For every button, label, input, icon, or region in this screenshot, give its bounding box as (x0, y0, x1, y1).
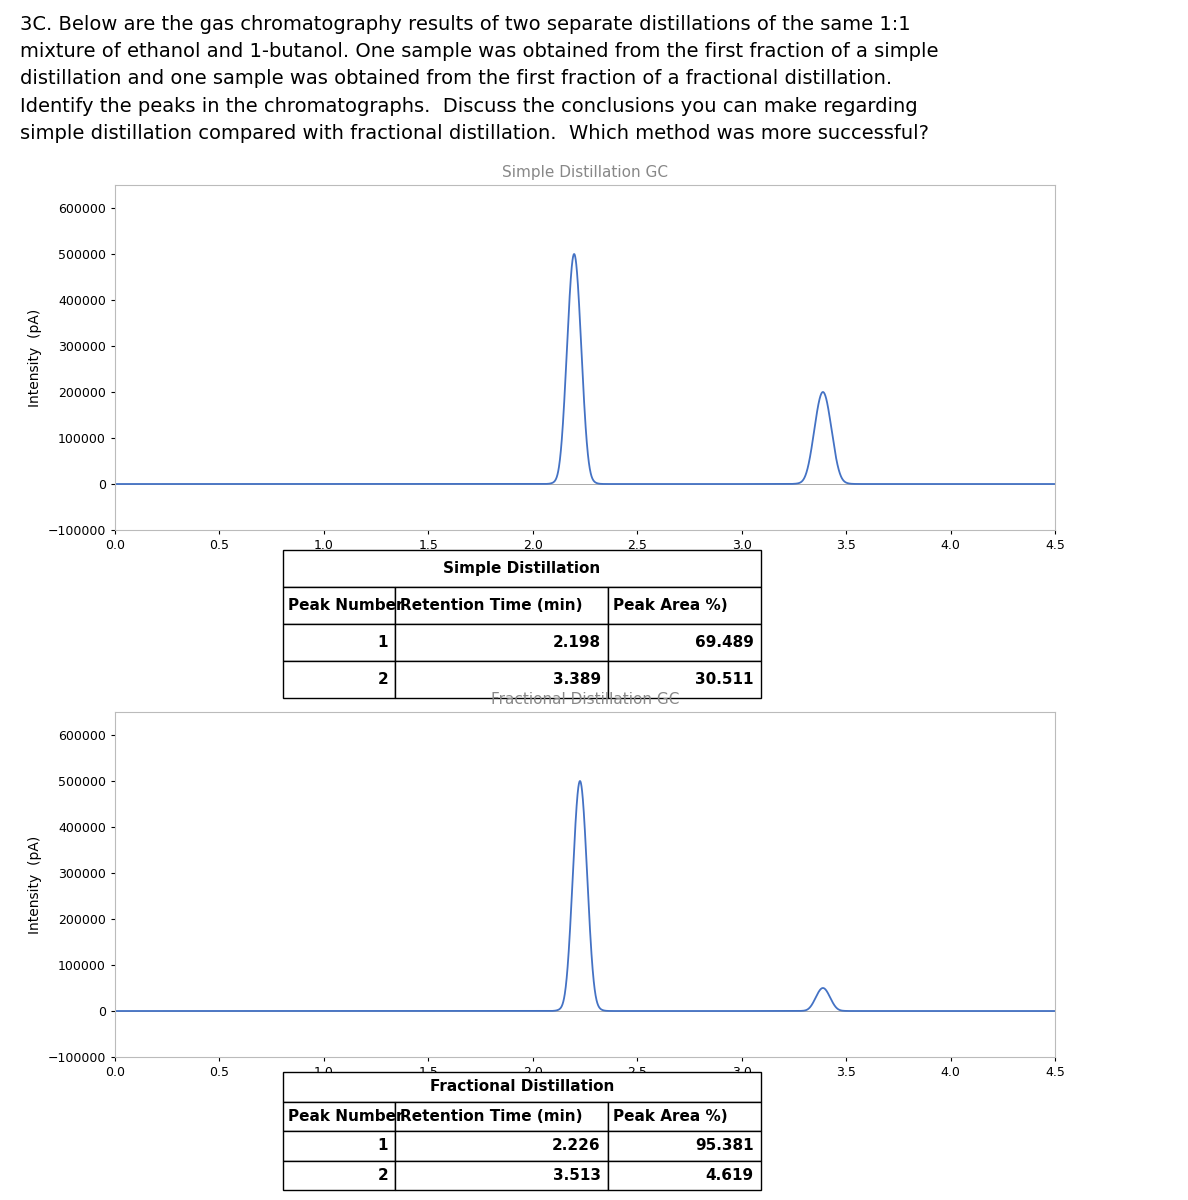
Bar (283, 1072, 762, 1102)
Text: Peak Number: Peak Number (287, 598, 403, 613)
Bar (283, 550, 762, 587)
Text: 1: 1 (378, 635, 388, 650)
Bar (396, 624, 608, 661)
Bar (608, 1130, 762, 1160)
Text: 95.381: 95.381 (695, 1139, 754, 1153)
Y-axis label: Intensity  (pA): Intensity (pA) (29, 835, 42, 934)
Bar (396, 661, 608, 698)
Text: 2: 2 (378, 1168, 388, 1183)
Text: Retention Time (min): Retention Time (min) (400, 1109, 582, 1123)
Bar (396, 1130, 608, 1160)
Bar (283, 1160, 396, 1190)
Title: Fractional Distillation GC: Fractional Distillation GC (491, 691, 680, 707)
Text: 4.619: 4.619 (706, 1168, 754, 1183)
Text: Simple Distillation: Simple Distillation (443, 560, 601, 576)
Bar (283, 624, 396, 661)
Y-axis label: Intensity  (pA): Intensity (pA) (29, 308, 42, 407)
Bar (283, 1102, 396, 1130)
Bar (608, 1102, 762, 1130)
Text: 3.513: 3.513 (552, 1168, 601, 1183)
Bar (396, 1160, 608, 1190)
Text: 3.389: 3.389 (552, 672, 601, 686)
X-axis label: Time (min): Time (min) (548, 558, 623, 571)
Text: Peak Area %): Peak Area %) (613, 1109, 727, 1123)
Text: 2.198: 2.198 (552, 635, 601, 650)
Title: Simple Distillation GC: Simple Distillation GC (503, 164, 668, 180)
Bar (608, 661, 762, 698)
Text: Peak Number: Peak Number (287, 1109, 403, 1123)
Text: Peak Area %): Peak Area %) (613, 598, 727, 613)
X-axis label: Time (min): Time (min) (548, 1085, 623, 1098)
Text: 30.511: 30.511 (695, 672, 754, 686)
Bar (396, 587, 608, 624)
Bar (608, 1160, 762, 1190)
Text: 1: 1 (378, 1139, 388, 1153)
Text: 3C. Below are the gas chromatography results of two separate distillations of th: 3C. Below are the gas chromatography res… (20, 14, 939, 143)
Bar (283, 661, 396, 698)
Bar (608, 624, 762, 661)
Text: 2.226: 2.226 (552, 1139, 601, 1153)
Bar (608, 587, 762, 624)
Bar (283, 587, 396, 624)
Text: 2: 2 (378, 672, 388, 686)
Bar (396, 1102, 608, 1130)
Text: Fractional Distillation: Fractional Distillation (430, 1079, 614, 1094)
Text: 69.489: 69.489 (695, 635, 754, 650)
Bar (283, 1130, 396, 1160)
Text: Retention Time (min): Retention Time (min) (400, 598, 582, 613)
